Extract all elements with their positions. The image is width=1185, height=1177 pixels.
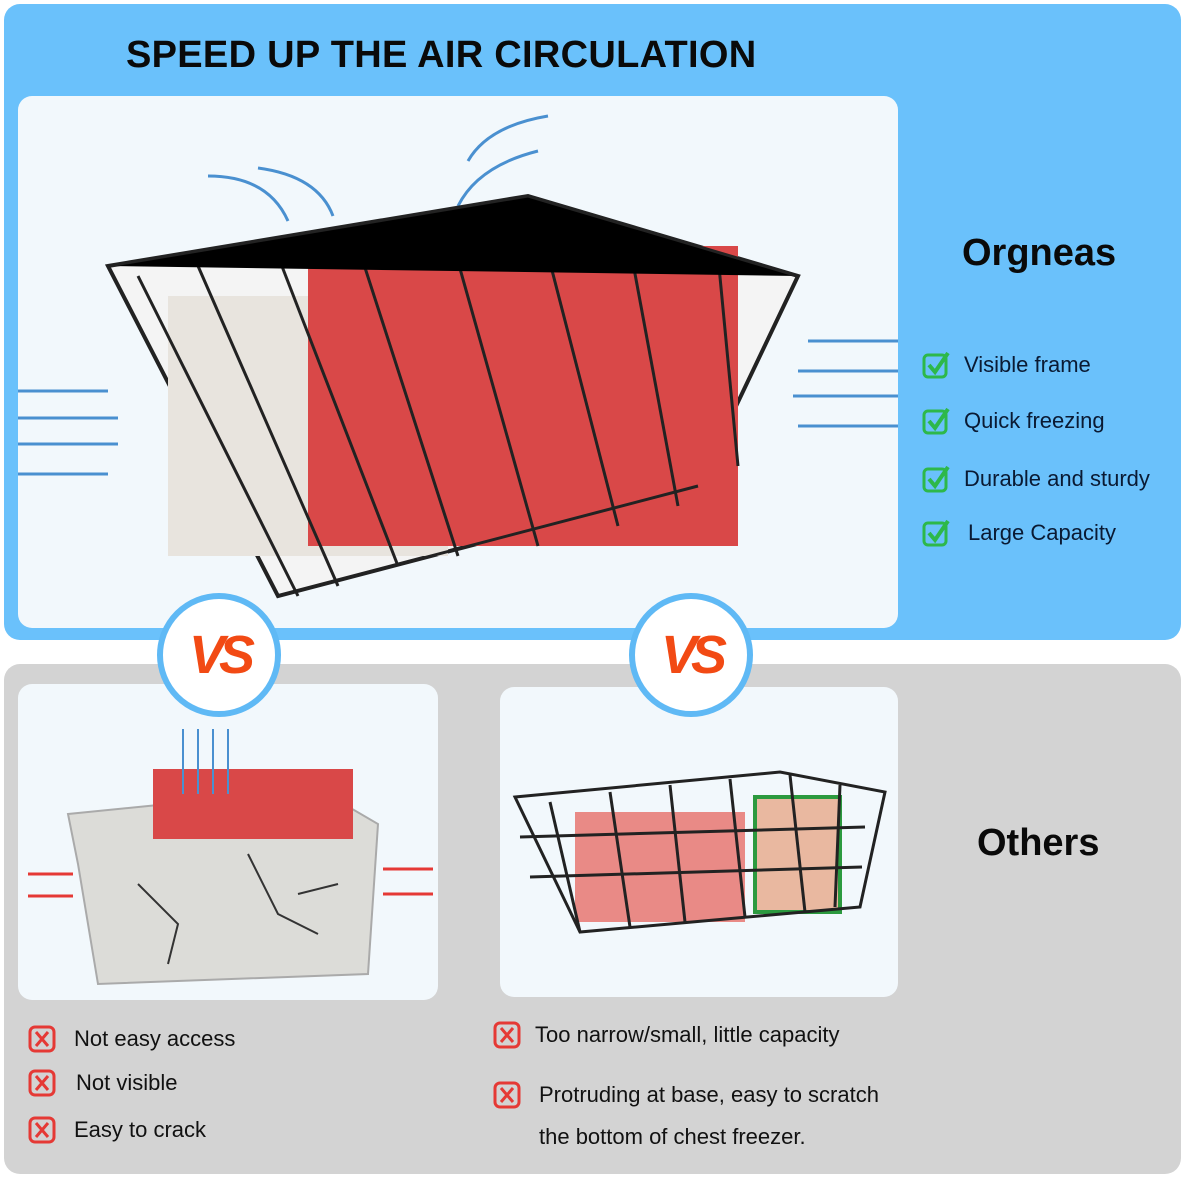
feature-item: Durable and sturdy — [922, 464, 1150, 494]
feature-label: Large Capacity — [968, 520, 1116, 545]
feature-item: Quick freezing — [922, 406, 1150, 436]
feature-item: Visible frame — [922, 350, 1150, 380]
cons-list-left: Not easy access Not visible Easy to crac… — [28, 1024, 235, 1145]
con-item: Not visible — [28, 1068, 235, 1098]
others-brand-label: Others — [977, 822, 1100, 864]
wire-basket-product-image — [18, 96, 898, 628]
con-item: Not easy access — [28, 1024, 235, 1054]
con-label: Easy to crack — [74, 1117, 207, 1142]
vs-badge: VS — [157, 593, 281, 717]
airflow-arrows-icon — [18, 114, 898, 476]
page-title: SPEED UP THE AIR CIRCULATION — [126, 34, 757, 76]
con-label: Not easy access — [74, 1026, 236, 1051]
green-checkbox-icon — [922, 519, 950, 547]
red-x-box-icon — [28, 1025, 56, 1053]
feature-label: Visible frame — [964, 352, 1091, 377]
con-label: Too narrow/small, little capacity — [535, 1022, 840, 1047]
green-checkbox-icon — [922, 351, 950, 379]
green-checkbox-icon — [922, 465, 950, 493]
narrow-basket-image — [500, 687, 898, 997]
feature-label: Durable and sturdy — [964, 466, 1150, 491]
feature-list: Visible frame Quick freezing Durable and… — [922, 350, 1150, 548]
vs-badge: VS — [629, 593, 753, 717]
con-item-continuation: the bottom of chest freezer. — [493, 1122, 879, 1152]
con-item: Easy to crack — [28, 1115, 235, 1145]
feature-label: Quick freezing — [964, 408, 1105, 433]
red-x-box-icon — [28, 1116, 56, 1144]
orgneas-brand-label: Orgneas — [962, 232, 1117, 274]
con-item: Too narrow/small, little capacity — [493, 1020, 879, 1050]
con-label: Not visible — [76, 1070, 178, 1095]
plastic-bin-image — [18, 684, 438, 1000]
red-x-box-icon — [493, 1081, 521, 1109]
red-x-box-icon — [28, 1069, 56, 1097]
cons-list-right: Too narrow/small, little capacity Protru… — [493, 1020, 879, 1152]
con-item: Protruding at base, easy to scratch — [493, 1080, 879, 1110]
con-label: the bottom of chest freezer. — [539, 1124, 806, 1149]
con-label: Protruding at base, easy to scratch — [539, 1082, 879, 1107]
feature-item: Large Capacity — [922, 518, 1150, 548]
red-x-box-icon — [493, 1021, 521, 1049]
green-checkbox-icon — [922, 407, 950, 435]
